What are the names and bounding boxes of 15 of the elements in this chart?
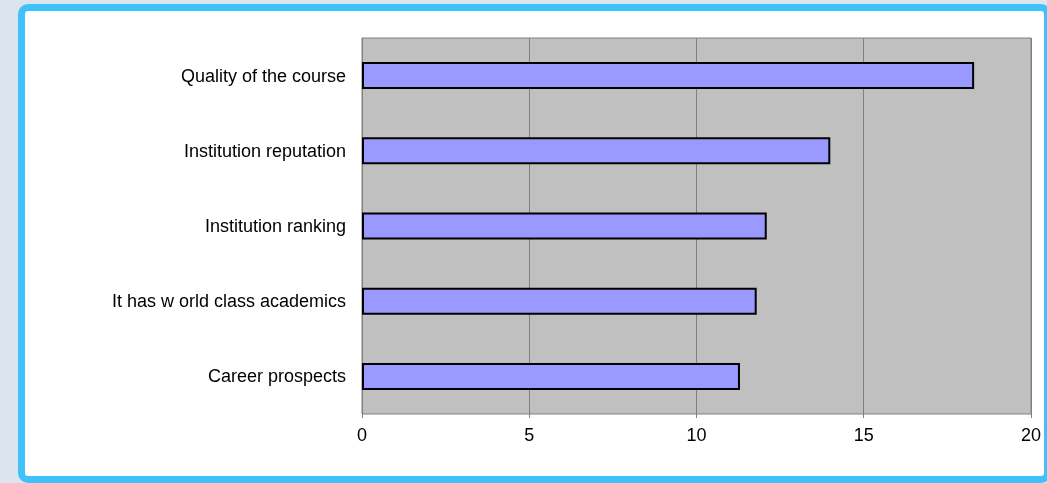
bar [362, 212, 767, 240]
bar [362, 362, 740, 390]
x-tick-label: 20 [1020, 425, 1041, 445]
x-tick-label: 10 [686, 425, 707, 445]
y-tick-label: Institution reputation [183, 140, 346, 161]
y-tick-label: Institution ranking [204, 216, 346, 236]
bar [362, 62, 975, 90]
x-tick-label: 15 [853, 425, 874, 445]
y-tick-label: Quality of the course [180, 65, 346, 86]
y-tick-label: Career prospects [207, 366, 346, 387]
x-tick-label: 5 [524, 425, 535, 445]
bar [362, 137, 831, 165]
bar [362, 287, 757, 315]
y-tick-label: It has w orld class academics [111, 291, 346, 312]
x-tick-label: 0 [356, 425, 368, 445]
